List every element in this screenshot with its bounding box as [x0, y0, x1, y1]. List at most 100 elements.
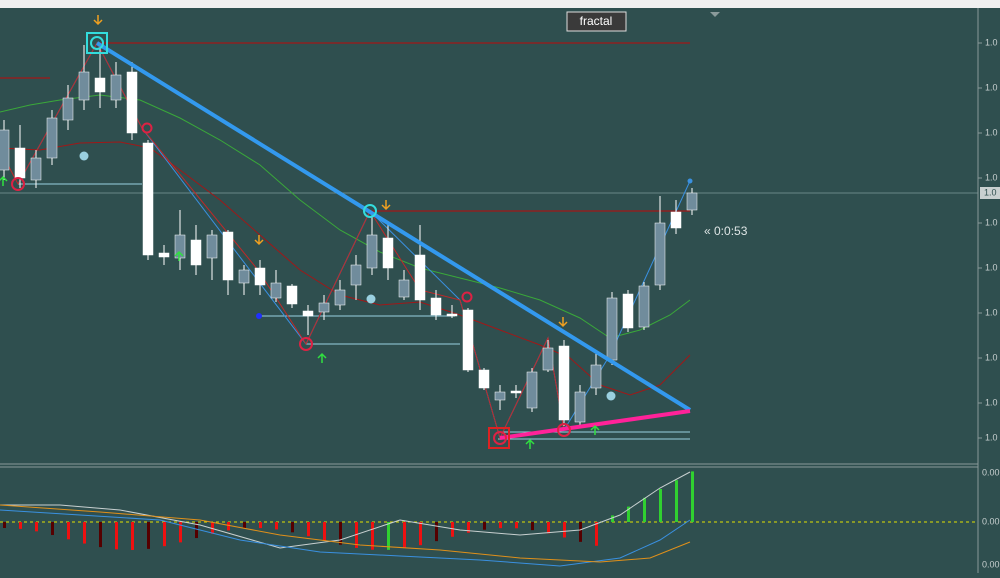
histogram-bar	[691, 471, 694, 522]
price-label: 1.0	[985, 37, 998, 47]
histogram-bar	[275, 522, 278, 530]
candle-body	[254, 267, 266, 286]
candle-body	[62, 97, 74, 121]
histogram-bar	[387, 522, 390, 550]
fractal-circle	[363, 204, 377, 218]
price-label: 1.0	[985, 217, 998, 227]
price-label: 1.0	[985, 307, 998, 317]
candle-body	[46, 117, 58, 159]
histogram-bar	[419, 522, 422, 546]
histogram-bar	[403, 522, 406, 549]
timer-label: « 0:0:53	[704, 224, 748, 238]
fractal-circle	[299, 337, 313, 351]
candle-body	[494, 391, 506, 401]
histogram-bar	[579, 522, 582, 542]
histogram-bar	[467, 522, 470, 533]
fractal-box	[488, 427, 510, 449]
price-label: 1.0	[985, 172, 998, 182]
candle-body	[542, 347, 554, 371]
candle-body	[590, 364, 602, 389]
price-label: 1.0	[985, 127, 998, 137]
candle-body	[574, 391, 586, 423]
fractal-box	[86, 32, 108, 54]
fractal-circle	[557, 423, 571, 437]
histogram-bar	[211, 522, 214, 534]
candle-body	[78, 71, 90, 101]
histogram-bar	[179, 522, 182, 543]
current-price-box	[980, 187, 1000, 199]
price-label: 1.0	[985, 82, 998, 92]
candle-body	[382, 237, 394, 269]
down-arrow	[381, 200, 391, 211]
dot	[256, 313, 262, 319]
candle-body	[14, 147, 26, 179]
candle-body	[462, 309, 474, 371]
histogram-bar	[499, 522, 502, 529]
ma-slow	[0, 94, 691, 339]
fractal-circle	[493, 431, 507, 445]
histogram-bar	[115, 522, 118, 550]
histogram-bar	[643, 497, 646, 522]
histogram-bar	[595, 522, 598, 546]
histogram-bar	[483, 522, 486, 530]
candle-body	[222, 231, 234, 281]
candle-body	[126, 71, 138, 134]
candle-body	[110, 74, 122, 101]
candle-body	[606, 297, 618, 361]
histogram-bar	[163, 522, 166, 547]
candle-body	[350, 264, 362, 286]
histogram-bar	[35, 522, 38, 532]
price-label: 1.0	[985, 397, 998, 407]
indicator-line	[0, 471, 691, 549]
indicator-label: 0.00	[982, 516, 1000, 526]
fractal-circle	[11, 177, 25, 191]
histogram-bar	[515, 522, 518, 529]
histogram-bar	[99, 522, 102, 548]
candle-body	[302, 310, 314, 317]
candle-body	[526, 371, 538, 409]
candle-body	[638, 285, 650, 328]
histogram-bar	[195, 522, 198, 539]
signal-icon	[366, 294, 376, 304]
histogram-bar	[531, 522, 534, 531]
candle-body	[270, 282, 282, 299]
histogram-bar	[3, 522, 6, 528]
indicator-line	[0, 509, 691, 567]
histogram-bar	[259, 522, 262, 529]
histogram-bar	[451, 522, 454, 537]
histogram-bar	[307, 522, 310, 537]
histogram-bar	[131, 522, 134, 550]
up-arrow	[525, 438, 535, 449]
signal-icon	[79, 151, 89, 161]
candle-body	[510, 390, 522, 394]
candle-body	[30, 157, 42, 181]
candle-body	[558, 345, 570, 421]
button-box[interactable]	[566, 11, 627, 32]
down-arrow	[93, 15, 103, 26]
candle-body	[414, 254, 426, 301]
histogram-bar	[371, 522, 374, 550]
histogram-bar	[547, 522, 550, 534]
histogram-bar	[19, 522, 22, 529]
down-arrow	[558, 317, 568, 328]
candle-body	[446, 313, 458, 317]
candle-body	[206, 234, 218, 259]
candle-body	[318, 302, 330, 313]
top-bar	[0, 0, 1000, 8]
histogram-bar	[67, 522, 70, 540]
fractal-button[interactable]: fractal	[566, 11, 627, 32]
candle-body	[654, 222, 666, 286]
histogram-bar	[611, 515, 614, 522]
histogram-bar	[227, 522, 230, 531]
candle-body	[158, 252, 170, 258]
button-label[interactable]: fractal	[580, 14, 613, 28]
candle-body	[398, 279, 410, 298]
candle-body	[94, 77, 106, 93]
candle-body	[286, 285, 298, 305]
current-price-label: 1.0	[984, 187, 997, 197]
trendline	[499, 409, 691, 440]
candle-body	[334, 289, 346, 306]
candle-body	[0, 129, 10, 171]
